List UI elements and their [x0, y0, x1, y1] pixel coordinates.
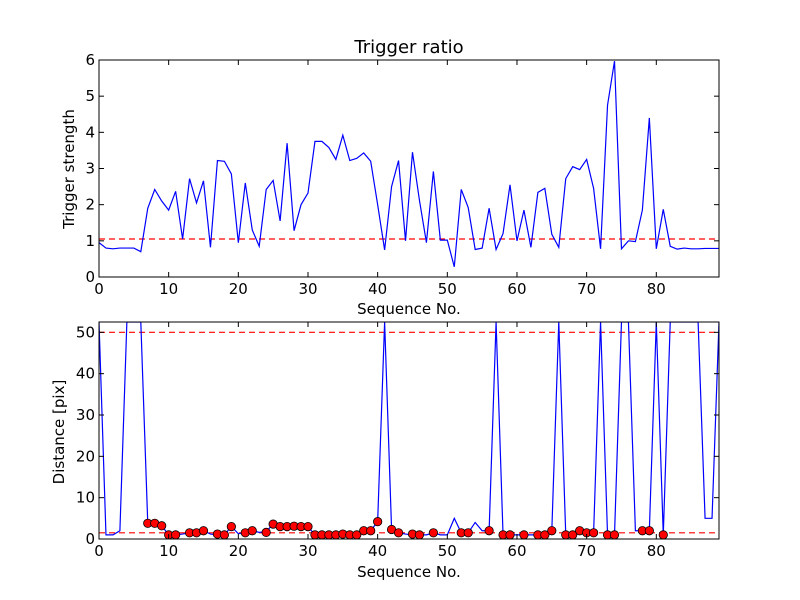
- x-tick-label: 50: [438, 280, 457, 298]
- y-tick-label: 0: [85, 268, 95, 286]
- data-point: [589, 528, 599, 538]
- y-tick-label: 0: [85, 530, 95, 548]
- x-tick-label: 30: [298, 542, 317, 560]
- data-point: [226, 521, 236, 532]
- data-point: [609, 530, 620, 540]
- y-tick-label: 6: [85, 51, 95, 69]
- data-point: [428, 528, 438, 538]
- data-point: [303, 521, 313, 532]
- data-point: [484, 526, 494, 536]
- data-point: [247, 526, 257, 536]
- x-tick-label: 20: [229, 280, 248, 298]
- y-tick-label: 3: [85, 160, 95, 178]
- y-tick-label: 5: [85, 87, 95, 105]
- series-line: [99, 60, 719, 268]
- data-point: [171, 530, 181, 540]
- x-tick-label: 80: [647, 280, 666, 298]
- data-point: [414, 530, 425, 540]
- x-tick-label: 80: [647, 542, 666, 560]
- data-point: [658, 530, 668, 540]
- x-tick-label: 40: [368, 542, 387, 560]
- x-axis-label: Sequence No.: [357, 300, 461, 318]
- data-point: [519, 530, 529, 540]
- x-tick-label: 50: [438, 542, 457, 560]
- chart-title: Trigger ratio: [353, 37, 463, 58]
- y-tick-label: 20: [76, 447, 95, 465]
- x-tick-label: 70: [577, 542, 596, 560]
- y-tick-label: 1: [85, 232, 95, 250]
- data-point: [547, 526, 557, 536]
- data-point: [505, 530, 515, 540]
- y-tick-label: 40: [76, 365, 95, 383]
- data-point: [219, 530, 229, 540]
- x-tick-label: 20: [229, 542, 248, 560]
- y-tick-label: 4: [85, 123, 95, 141]
- x-axis-label: Sequence No.: [357, 563, 461, 581]
- y-tick-label: 2: [85, 196, 95, 214]
- x-tick-label: 30: [298, 280, 317, 298]
- data-point: [463, 528, 473, 538]
- y-tick-label: 30: [76, 406, 95, 424]
- x-tick-label: 0: [94, 280, 104, 298]
- y-tick-label: 10: [76, 489, 95, 507]
- data-point: [261, 527, 271, 537]
- data-point: [373, 517, 383, 527]
- x-tick-label: 10: [159, 280, 178, 298]
- x-tick-label: 60: [507, 280, 526, 298]
- distance-panel: Sequence No. Distance [pix] 0 10 20 30 40 50 6…: [50, 321, 720, 581]
- data-point: [393, 528, 404, 538]
- y-tick-label: 50: [76, 323, 95, 341]
- x-tick-label: 70: [577, 280, 596, 298]
- y-axis-label: Distance [pix]: [50, 380, 68, 485]
- x-tick-label: 40: [368, 280, 387, 298]
- data-point: [366, 526, 376, 536]
- trigger-ratio-panel: Trigger ratio Sequence No. Trigger stren…: [60, 37, 720, 318]
- data-point: [644, 526, 654, 536]
- x-tick-label: 60: [507, 542, 526, 560]
- data-point: [198, 526, 209, 536]
- plot-frame: [98, 321, 720, 540]
- x-tick-label: 0: [94, 542, 104, 560]
- x-tick-label: 10: [159, 542, 178, 560]
- y-axis-label: Trigger strength: [60, 109, 78, 230]
- data-point: [157, 521, 167, 531]
